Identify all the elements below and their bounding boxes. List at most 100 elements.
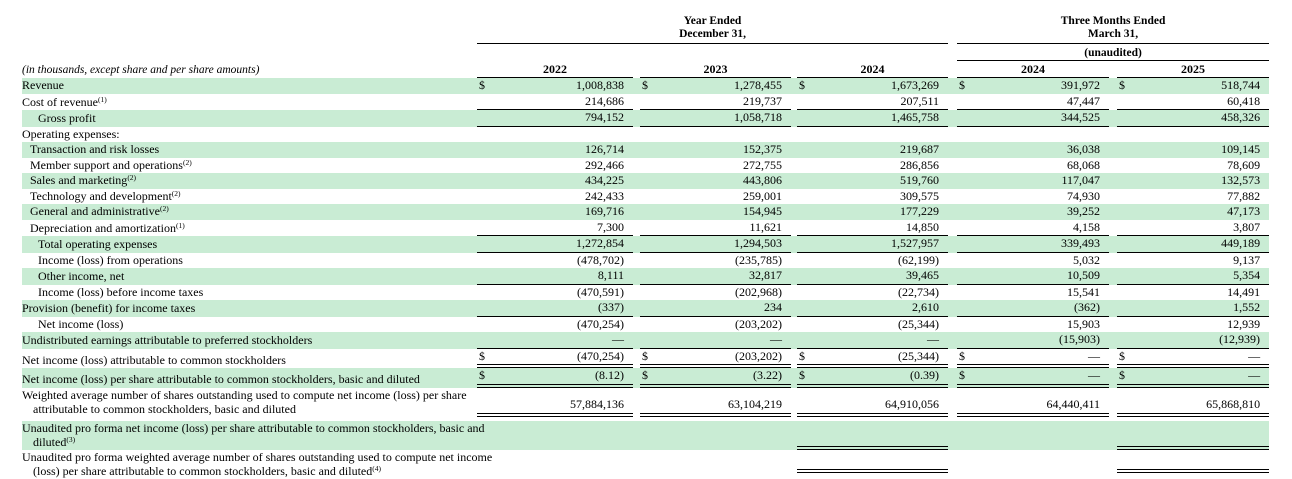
column-gap bbox=[633, 61, 640, 78]
value-cell: — bbox=[477, 332, 633, 349]
column-gap bbox=[948, 317, 957, 333]
column-gap bbox=[791, 142, 797, 158]
table-row: Depreciation and amortization(1) 7,300 11,… bbox=[22, 219, 1270, 237]
value: 339,493 bbox=[1061, 236, 1101, 250]
value-cell: $1,278,455 bbox=[640, 78, 791, 94]
column-gap bbox=[948, 189, 957, 205]
value-cell: 169,716 bbox=[477, 204, 633, 220]
value-cell: 11,621 bbox=[640, 220, 791, 236]
value-cell: 8,111 bbox=[477, 268, 633, 285]
column-gap bbox=[948, 94, 957, 111]
table-row: Provision (benefit) for income taxes (337… bbox=[22, 300, 1270, 317]
value: 458,326 bbox=[1221, 110, 1261, 124]
column-gap bbox=[948, 349, 957, 369]
column-gap bbox=[633, 220, 640, 237]
column-gap bbox=[1109, 253, 1117, 269]
value-cell: 5,032 bbox=[957, 253, 1109, 269]
value: 219,737 bbox=[743, 93, 782, 108]
value-cell: 286,856 bbox=[797, 158, 948, 174]
column-gap bbox=[791, 236, 797, 253]
income-statement-body: Revenue $1,008,838 $1,278,455 $1,673,269 $39… bbox=[22, 78, 1270, 479]
value-cell: $ — bbox=[957, 349, 1110, 368]
value-cell bbox=[1117, 127, 1269, 143]
value-cell: 1,272,854 bbox=[477, 236, 633, 253]
value: — bbox=[1248, 348, 1261, 363]
table-row: Unaudited pro forma net income (loss) pe… bbox=[22, 420, 1270, 450]
value-cell bbox=[640, 450, 791, 479]
footnote-marker: (4) bbox=[372, 464, 381, 473]
column-gap bbox=[633, 110, 640, 127]
value-cell: 39,252 bbox=[957, 204, 1110, 220]
table-row: Operating expenses: bbox=[22, 127, 1269, 143]
value: 519,760 bbox=[900, 173, 940, 187]
year-column-header: 2024 bbox=[797, 61, 949, 78]
value-cell: 309,575 bbox=[797, 189, 948, 205]
value: 449,189 bbox=[1221, 236, 1261, 250]
value-cell: 60,418 bbox=[1117, 94, 1270, 110]
value: 57,884,136 bbox=[570, 397, 624, 411]
column-gap bbox=[791, 300, 797, 317]
value: 39,465 bbox=[906, 268, 940, 282]
value-cell: 10,509 bbox=[957, 268, 1110, 285]
value: 1,008,838 bbox=[576, 78, 624, 92]
value-cell: 68,068 bbox=[957, 158, 1109, 174]
table-row: Sales and marketing(2) 434,225 443,806 519,… bbox=[22, 173, 1270, 189]
value-cell: 3,807 bbox=[1117, 220, 1270, 236]
footnote-marker: (1) bbox=[175, 220, 185, 230]
currency-symbol: $ bbox=[799, 368, 805, 382]
value-cell bbox=[797, 450, 949, 479]
column-gap bbox=[948, 173, 958, 189]
value-cell: 1,552 bbox=[1117, 300, 1270, 317]
value-cell: 214,686 bbox=[477, 94, 633, 110]
value: 126,714 bbox=[585, 142, 624, 156]
value: 39,252 bbox=[1067, 204, 1101, 218]
value: 518,744 bbox=[1221, 78, 1261, 92]
currency-symbol: $ bbox=[1119, 368, 1126, 382]
interim-period-line1: Three Months Ended bbox=[1060, 15, 1166, 27]
column-gap bbox=[948, 44, 957, 61]
column-gap bbox=[1109, 268, 1118, 285]
column-gap bbox=[948, 204, 958, 220]
value: — bbox=[612, 332, 624, 346]
value-cell bbox=[957, 127, 1109, 143]
column-gap bbox=[633, 420, 640, 450]
value-cell bbox=[797, 127, 948, 143]
column-gap bbox=[1109, 173, 1118, 189]
value-cell: 1,527,957 bbox=[797, 236, 949, 253]
column-gap bbox=[633, 317, 640, 333]
footnote-marker: (2) bbox=[159, 204, 169, 213]
column-gap bbox=[1109, 332, 1118, 349]
column-gap bbox=[948, 61, 957, 78]
row-label: Total operating expenses bbox=[22, 236, 477, 253]
table-row: Member support and operations(2) 292,466 2… bbox=[22, 158, 1269, 174]
value: 207,511 bbox=[900, 93, 940, 108]
currency-symbol: $ bbox=[479, 78, 485, 92]
value: 1,552 bbox=[1233, 300, 1261, 314]
value-cell: 57,884,136 bbox=[477, 388, 633, 417]
value-cell: 177,229 bbox=[797, 204, 949, 220]
value-cell bbox=[640, 420, 791, 450]
value: (362) bbox=[1074, 300, 1101, 314]
footnote-marker: (2) bbox=[127, 173, 137, 182]
value: 794,152 bbox=[585, 110, 624, 124]
value-cell bbox=[797, 420, 949, 450]
value: 169,716 bbox=[585, 204, 624, 218]
value: 5,032 bbox=[1073, 252, 1101, 267]
value-cell bbox=[477, 450, 633, 479]
column-gap bbox=[948, 78, 958, 94]
value: (0.39) bbox=[910, 368, 940, 382]
column-gap bbox=[948, 142, 958, 158]
annual-period-line1: Year Ended bbox=[683, 15, 742, 27]
value: 4,158 bbox=[1073, 219, 1101, 234]
value: (235,785) bbox=[735, 252, 782, 267]
value: 14,850 bbox=[906, 219, 940, 234]
row-label: Cost of revenue(1) bbox=[22, 94, 107, 109]
value: 219,687 bbox=[900, 142, 940, 156]
value-cell: 259,001 bbox=[640, 189, 791, 205]
row-label: Unaudited pro forma weighted average num… bbox=[22, 449, 493, 478]
value-cell: (62,199) bbox=[797, 253, 948, 269]
value-cell: 64,440,411 bbox=[957, 388, 1110, 417]
column-gap bbox=[948, 420, 958, 450]
column-gap bbox=[633, 158, 640, 174]
value: (25,344) bbox=[898, 348, 940, 363]
